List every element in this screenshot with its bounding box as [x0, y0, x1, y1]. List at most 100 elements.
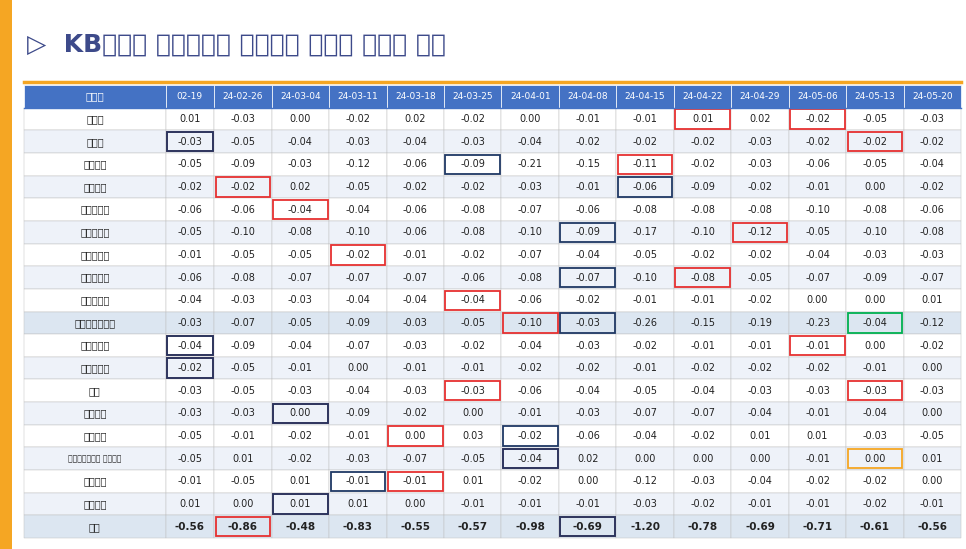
- Bar: [329, 447, 386, 470]
- Text: -0.04: -0.04: [288, 340, 313, 350]
- Bar: [501, 289, 559, 312]
- Text: -0.04: -0.04: [288, 137, 313, 147]
- Bar: [214, 131, 271, 153]
- Text: 24-05-13: 24-05-13: [855, 92, 895, 101]
- Bar: [24, 221, 165, 244]
- Text: -0.78: -0.78: [688, 522, 718, 531]
- Text: 24-02-26: 24-02-26: [223, 92, 263, 101]
- Bar: [501, 85, 559, 108]
- Bar: [386, 153, 444, 176]
- Bar: [559, 85, 616, 108]
- Text: -0.02: -0.02: [690, 431, 715, 441]
- Text: -0.02: -0.02: [805, 363, 830, 373]
- Bar: [214, 493, 271, 516]
- Bar: [386, 131, 444, 153]
- Bar: [215, 177, 270, 197]
- Text: -0.04: -0.04: [863, 408, 888, 418]
- Bar: [616, 425, 674, 447]
- Bar: [214, 402, 271, 425]
- Bar: [904, 470, 961, 493]
- Bar: [618, 155, 672, 174]
- Bar: [388, 427, 442, 446]
- Text: -0.05: -0.05: [805, 227, 830, 237]
- Text: 24-03-18: 24-03-18: [395, 92, 436, 101]
- Text: 0.00: 0.00: [635, 454, 656, 464]
- Bar: [501, 357, 559, 379]
- Text: 0.01: 0.01: [290, 477, 311, 486]
- Text: -0.01: -0.01: [805, 340, 830, 350]
- Text: -0.02: -0.02: [690, 250, 715, 260]
- Text: -0.12: -0.12: [346, 159, 370, 169]
- Text: -0.05: -0.05: [460, 318, 485, 328]
- Bar: [214, 108, 271, 131]
- Text: 24-04-29: 24-04-29: [740, 92, 781, 101]
- Text: 시군구: 시군구: [86, 92, 104, 102]
- Bar: [386, 425, 444, 447]
- Bar: [789, 289, 846, 312]
- Text: -0.01: -0.01: [518, 408, 543, 418]
- Bar: [165, 357, 214, 379]
- Text: -0.17: -0.17: [633, 227, 658, 237]
- Bar: [167, 358, 213, 378]
- Text: -0.08: -0.08: [920, 227, 945, 237]
- Bar: [904, 221, 961, 244]
- Bar: [559, 447, 616, 470]
- Bar: [24, 85, 165, 108]
- Bar: [444, 131, 501, 153]
- Text: -0.03: -0.03: [575, 340, 600, 350]
- Bar: [846, 244, 904, 266]
- Text: -0.02: -0.02: [575, 363, 600, 373]
- Text: -0.04: -0.04: [748, 408, 773, 418]
- Text: -0.05: -0.05: [633, 386, 658, 396]
- Bar: [846, 334, 904, 357]
- Text: -0.09: -0.09: [863, 273, 888, 283]
- Text: -0.01: -0.01: [346, 431, 370, 441]
- Bar: [271, 108, 329, 131]
- Bar: [165, 221, 214, 244]
- Bar: [444, 85, 501, 108]
- Text: 0.02: 0.02: [405, 114, 426, 124]
- Text: -0.02: -0.02: [690, 499, 715, 509]
- Bar: [731, 108, 789, 131]
- Bar: [501, 176, 559, 198]
- Bar: [731, 516, 789, 538]
- Bar: [904, 425, 961, 447]
- Text: -0.05: -0.05: [633, 250, 658, 260]
- Text: -0.03: -0.03: [690, 477, 715, 486]
- Bar: [24, 198, 165, 221]
- Bar: [24, 289, 165, 312]
- Text: -0.03: -0.03: [178, 137, 202, 147]
- Text: -0.09: -0.09: [346, 318, 370, 328]
- Text: -0.10: -0.10: [690, 227, 715, 237]
- Bar: [904, 311, 961, 334]
- Bar: [846, 493, 904, 516]
- Text: -0.03: -0.03: [863, 431, 888, 441]
- Bar: [271, 131, 329, 153]
- Bar: [24, 379, 165, 402]
- Bar: [616, 516, 674, 538]
- Bar: [618, 177, 672, 197]
- Text: -0.11: -0.11: [633, 159, 658, 169]
- Bar: [24, 176, 165, 198]
- Text: -0.01: -0.01: [748, 340, 773, 350]
- Bar: [503, 313, 557, 333]
- Text: 제주특별자치도 서귀포시: 제주특별자치도 서귀포시: [69, 454, 122, 463]
- Bar: [846, 470, 904, 493]
- Bar: [329, 266, 386, 289]
- Text: -0.05: -0.05: [288, 318, 313, 328]
- Bar: [789, 153, 846, 176]
- Bar: [904, 85, 961, 108]
- Text: -0.05: -0.05: [863, 114, 888, 124]
- Text: -0.03: -0.03: [231, 295, 255, 305]
- Text: -0.05: -0.05: [748, 273, 773, 283]
- Text: 전국: 전국: [89, 386, 100, 396]
- Bar: [386, 221, 444, 244]
- Bar: [167, 336, 213, 355]
- Bar: [501, 266, 559, 289]
- Bar: [559, 108, 616, 131]
- Text: -0.09: -0.09: [461, 159, 485, 169]
- Text: -0.04: -0.04: [461, 295, 485, 305]
- Bar: [444, 357, 501, 379]
- Bar: [674, 266, 731, 289]
- Bar: [904, 153, 961, 176]
